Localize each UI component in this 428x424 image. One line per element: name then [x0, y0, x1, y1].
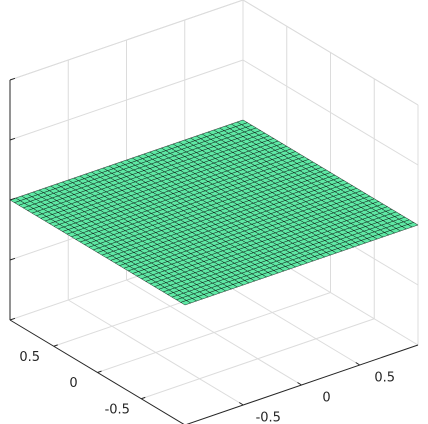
- axis-line: [9, 0, 244, 81]
- grid-line: [97, 292, 331, 373]
- tick-mark: [53, 344, 58, 347]
- tick-mark: [9, 77, 16, 81]
- x-tick-label: 0: [322, 391, 330, 406]
- x-tick-label: 0.5: [374, 371, 395, 386]
- tick-mark: [9, 137, 16, 141]
- tick-mark: [9, 317, 16, 321]
- tick-mark: [9, 197, 16, 201]
- tick-mark: [355, 362, 361, 366]
- y-tick-label: 0.5: [19, 350, 40, 365]
- axis-line: [242, 0, 419, 106]
- tick-mark: [97, 370, 102, 373]
- grid-line: [141, 318, 375, 400]
- grid-line: [242, 59, 419, 166]
- y-tick-label: -0.5: [105, 402, 130, 417]
- surface-cell: [236, 119, 248, 125]
- grid-line: [9, 59, 244, 141]
- tick-mark: [238, 402, 244, 406]
- x-tick-label: -0.5: [256, 411, 281, 424]
- y-tick-label: 0: [69, 376, 77, 391]
- tick-mark: [9, 257, 16, 261]
- tick-mark: [297, 382, 302, 386]
- tick-mark: [141, 396, 146, 400]
